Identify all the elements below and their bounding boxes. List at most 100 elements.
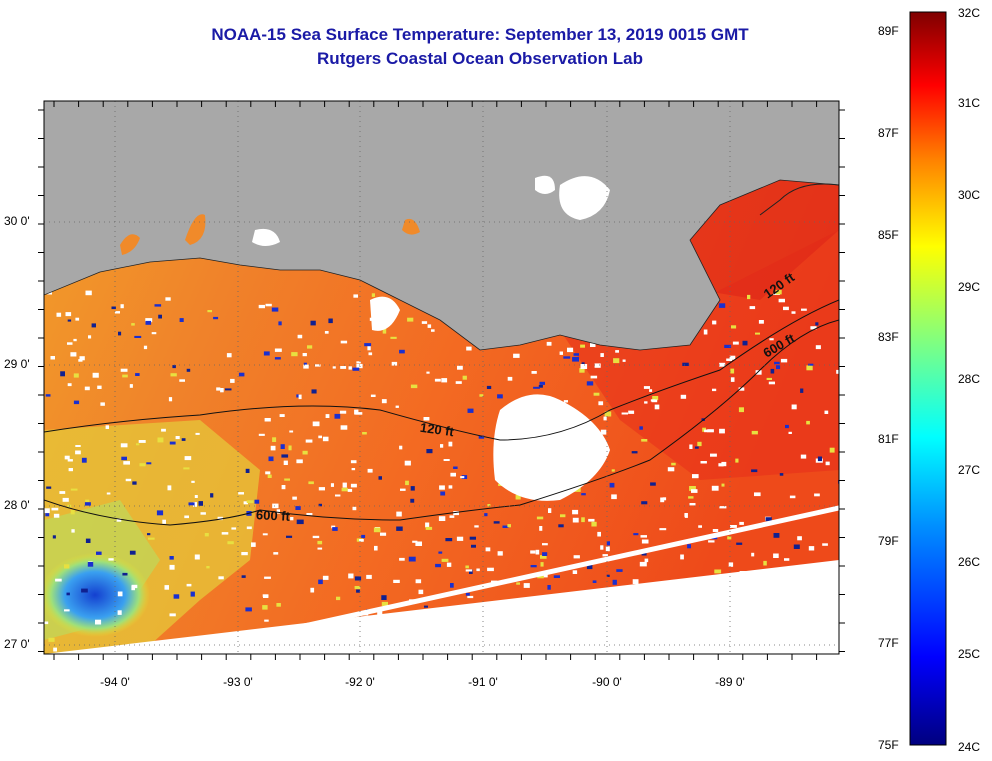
speckle <box>59 491 66 494</box>
speckle <box>502 525 509 528</box>
speckle <box>611 469 615 472</box>
speckle <box>118 331 122 336</box>
speckle <box>318 579 323 585</box>
speckle <box>538 385 543 388</box>
speckle <box>70 488 78 491</box>
speckle <box>288 445 292 451</box>
speckle <box>606 541 610 546</box>
speckle <box>558 524 564 528</box>
colorbar-c-label: 29C <box>958 280 981 294</box>
speckle <box>546 341 552 346</box>
speckle <box>467 408 474 413</box>
speckle <box>123 461 130 465</box>
speckle <box>181 438 186 441</box>
speckle <box>829 447 835 453</box>
speckle <box>650 482 656 486</box>
speckle <box>651 399 658 403</box>
speckle <box>687 544 691 549</box>
speckle <box>559 351 563 355</box>
speckle <box>84 386 90 391</box>
speckle <box>410 384 418 389</box>
speckle <box>340 425 348 430</box>
speckle <box>600 545 604 550</box>
speckle <box>708 540 715 543</box>
speckle <box>731 325 737 329</box>
speckle <box>755 370 762 375</box>
speckle <box>800 454 807 459</box>
speckle <box>310 587 315 593</box>
speckle <box>352 506 357 511</box>
speckle <box>169 564 175 570</box>
speckle <box>572 517 579 523</box>
speckle <box>246 500 254 504</box>
speckle <box>814 493 820 497</box>
speckle <box>443 459 450 461</box>
speckle <box>547 585 551 590</box>
speckle <box>785 424 789 429</box>
lon-label: -93 0' <box>223 675 253 689</box>
speckle <box>331 525 336 529</box>
speckle <box>262 605 268 610</box>
speckle <box>643 386 650 389</box>
speckle <box>352 367 360 371</box>
speckle <box>769 338 774 341</box>
speckle <box>355 412 363 415</box>
speckle <box>134 335 142 338</box>
speckle <box>68 468 73 472</box>
speckle <box>377 611 383 616</box>
speckle <box>712 320 717 325</box>
speckle <box>484 513 488 517</box>
speckle <box>92 372 99 378</box>
speckle <box>755 332 760 335</box>
speckle <box>60 371 65 377</box>
speckle <box>217 516 223 521</box>
speckle <box>749 306 756 310</box>
speckle <box>44 621 49 625</box>
speckle <box>711 485 719 491</box>
speckle <box>161 428 166 432</box>
speckle <box>462 375 467 380</box>
speckle <box>694 446 699 449</box>
swath-gap <box>165 505 839 654</box>
speckle <box>114 311 120 314</box>
speckle <box>265 303 272 307</box>
speckle <box>467 595 474 599</box>
speckle <box>710 453 717 457</box>
speckle <box>332 366 336 369</box>
speckle <box>714 569 722 574</box>
speckle <box>117 591 123 597</box>
speckle <box>332 527 338 531</box>
speckle <box>298 394 302 400</box>
speckle <box>79 356 85 361</box>
speckle <box>783 306 789 311</box>
speckle <box>572 570 578 574</box>
speckle <box>303 362 307 366</box>
speckle <box>122 572 128 576</box>
map-subtitle: Rutgers Coastal Ocean Observation Lab <box>317 49 643 68</box>
speckle <box>773 533 780 538</box>
speckle <box>173 594 180 599</box>
lat-label: 27 0' <box>4 637 30 651</box>
speckle <box>641 501 648 505</box>
speckle <box>660 497 665 503</box>
speckle <box>600 353 604 357</box>
lon-label: -91 0' <box>468 675 498 689</box>
speckle <box>836 369 839 374</box>
speckle <box>399 349 405 354</box>
speckle <box>279 414 285 417</box>
speckle <box>441 558 449 562</box>
speckle <box>631 451 638 454</box>
speckle <box>405 480 409 486</box>
speckle <box>121 456 127 461</box>
speckle <box>590 375 598 379</box>
speckle <box>354 576 362 581</box>
speckle <box>339 410 347 414</box>
speckle <box>644 558 649 563</box>
speckle <box>465 565 469 569</box>
speckle <box>64 564 70 569</box>
speckle <box>132 481 137 485</box>
speckle <box>539 381 545 385</box>
speckle <box>296 459 303 464</box>
speckle <box>302 450 308 455</box>
speckle <box>145 318 153 323</box>
